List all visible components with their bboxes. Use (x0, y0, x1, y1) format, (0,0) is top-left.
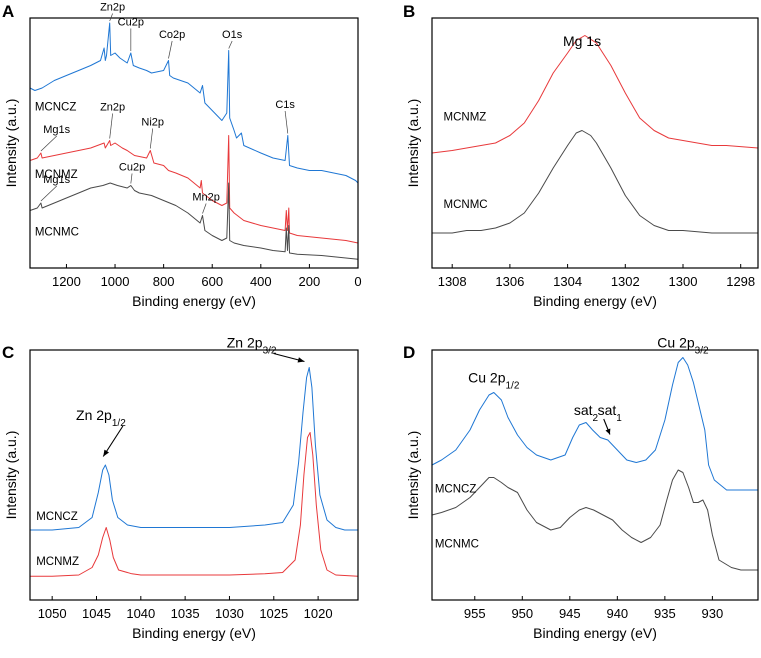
x-tick-label: 940 (606, 606, 628, 621)
x-tick-label: 800 (153, 274, 175, 289)
x-tick-label: 1025 (259, 606, 288, 621)
peak-annotation: sat1 (598, 402, 623, 424)
panel-C: C 1050 1045 1040 1035 1030 1025 1020 Binding ene… (2, 335, 359, 641)
sample-label-mcnmc: MCNMC (435, 539, 479, 551)
series-line-mcncz (431, 357, 758, 491)
peak-annotation: Zn 2p3/2 (227, 335, 277, 357)
peak-annotation: O1s (222, 29, 243, 41)
y-axis-label: Intensity (a.u.) (3, 99, 19, 188)
peak-annotation: Cu2p (118, 17, 144, 29)
series-line-mcnmc (29, 182, 359, 260)
annotation-arrowhead (103, 449, 110, 457)
annotation-arrowhead (605, 428, 611, 435)
series-line-mcnmz (431, 35, 759, 154)
series-line-mcnmz (29, 135, 359, 244)
x-tick-label: 1300 (669, 274, 698, 289)
peak-annotation: Zn2p (100, 2, 125, 14)
peak-annotation: Zn 2p1/2 (76, 407, 126, 429)
x-tick-label: 1045 (82, 606, 111, 621)
peak-annotation: Mg1s (43, 124, 70, 136)
annotation-leader (109, 13, 113, 22)
x-tick-label: 1035 (171, 606, 200, 621)
x-tick-label: 1050 (38, 606, 67, 621)
annotation-leader (149, 128, 154, 149)
peak-annotation: Cu 2p1/2 (468, 370, 520, 392)
x-tick-label: 955 (464, 606, 486, 621)
peak-annotation: C1s (275, 99, 295, 111)
sample-label-mcnmz: MCNMZ (36, 556, 79, 568)
annotation-leader (168, 40, 173, 59)
sample-label-mcnmz: MCNMZ (444, 112, 487, 124)
x-tick-label: 1298 (726, 274, 755, 289)
x-tick-label: 0 (354, 274, 361, 289)
peak-annotation: sat2 (574, 402, 599, 424)
series-line-mcncz (29, 22, 359, 184)
peak-annotation: Cu 2p3/2 (657, 335, 709, 357)
x-tick-label: 600 (201, 274, 223, 289)
panel-letter: B (403, 2, 415, 21)
annotation-leader (40, 185, 57, 202)
annotation-leader (202, 203, 207, 214)
plot-frame (29, 17, 359, 269)
y-axis-label: Intensity (a.u.) (405, 99, 421, 188)
x-tick-label: 945 (559, 606, 581, 621)
x-tick-label: 935 (654, 606, 676, 621)
x-tick-label: 1000 (101, 274, 130, 289)
peak-annotation: Cu2p (119, 162, 145, 174)
x-tick-label: 1306 (495, 274, 524, 289)
annotation-leader (130, 173, 133, 184)
series-line-mcnmz (30, 432, 359, 577)
sample-label-mcncz: MCNCZ (36, 511, 78, 523)
sample-label-mcncz: MCNCZ (435, 484, 477, 496)
annotation-leader (228, 40, 233, 49)
x-tick-label: 1030 (215, 606, 244, 621)
x-tick-label: 400 (250, 274, 272, 289)
y-axis-label: Intensity (a.u.) (3, 431, 19, 520)
plot-frame (431, 17, 759, 269)
peak-annotation: Mn2p (192, 192, 220, 204)
annotation-leader (109, 113, 113, 139)
x-tick-label: 1020 (304, 606, 333, 621)
x-axis-label: Binding energy (eV) (132, 625, 256, 641)
x-tick-label: 1308 (438, 274, 467, 289)
x-tick-label: 930 (702, 606, 724, 621)
sample-label-mcnmc: MCNMC (444, 199, 488, 211)
x-tick-label: 1200 (52, 274, 81, 289)
panel-letter: C (2, 343, 14, 362)
sample-label-mcnmc: MCNMC (35, 227, 79, 239)
series-line-mcnmc (432, 130, 758, 234)
x-tick-label: 200 (299, 274, 321, 289)
peak-annotation: Ni2p (141, 117, 164, 129)
plot-frame (431, 349, 759, 601)
peak-annotation: Mg1s (43, 174, 70, 186)
x-tick-label: 1302 (611, 274, 640, 289)
sample-label-mcnmz: MCNMZ (35, 169, 78, 181)
panel-letter: A (2, 2, 14, 21)
panel-D: D 955 950 945 940 935 930 Binding energy (eV) In… (403, 335, 759, 641)
sample-label-mcncz: MCNCZ (35, 102, 77, 114)
x-tick-label: 950 (511, 606, 533, 621)
annotation-arrowhead (297, 357, 305, 363)
y-axis-label: Intensity (a.u.) (405, 431, 421, 520)
peak-annotation: Co2p (159, 29, 185, 41)
annotation-leader (40, 135, 57, 152)
panel-A: A 1200 1000 800 600 400 200 0 Binding energy (eV… (2, 2, 362, 310)
x-tick-label: 1040 (126, 606, 155, 621)
plot-frame (29, 349, 359, 601)
annotation-leader (284, 110, 289, 134)
x-tick-label: 1304 (553, 274, 582, 289)
series-line-mcncz (30, 367, 358, 531)
x-axis-label: Binding energy (eV) (533, 625, 657, 641)
chart-title: Mg 1s (563, 33, 601, 49)
panel-B: B 1308 1306 1304 1302 1300 1298 Binding energy … (403, 2, 759, 309)
panel-letter: D (403, 343, 415, 362)
series-line-mcnmc (431, 469, 758, 571)
x-axis-label: Binding energy (eV) (533, 293, 657, 309)
peak-annotation: Zn2p (100, 102, 125, 114)
x-axis-label: Binding energy (eV) (132, 293, 256, 309)
